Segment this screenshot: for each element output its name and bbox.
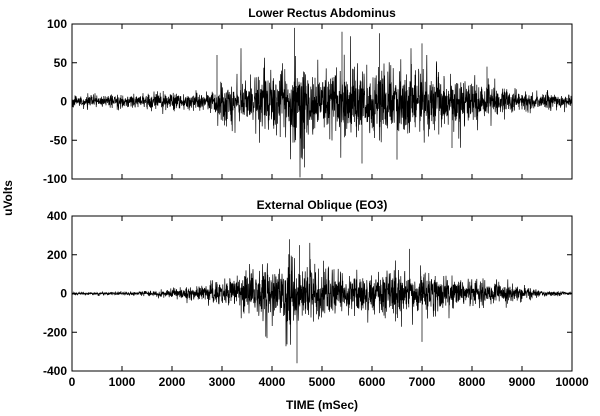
x-tick-label: 9000 [509,375,536,389]
x-tick-label: 6000 [359,375,386,389]
emg-trace-line [71,27,573,178]
x-tick-label: 8000 [459,375,486,389]
y-tick-label: -100 [43,172,67,186]
x-tick-label: 5000 [309,375,336,389]
emg-trace-line [71,239,573,364]
shared-x-axis-label: TIME (mSec) [286,398,358,412]
x-tick-label: 7000 [409,375,436,389]
y-tick-label: -200 [43,325,67,339]
y-tick-label: 0 [60,287,67,301]
y-tick-label: 200 [47,248,67,262]
y-tick-label: 50 [54,56,68,70]
y-tick-label: -400 [43,364,67,378]
x-tick-label: 10000 [555,375,589,389]
panel-title: Lower Rectus Abdominus [248,6,396,20]
x-tick-label: 3000 [209,375,236,389]
panel-title: External Oblique (EO3) [257,198,388,212]
y-tick-label: 0 [60,95,67,109]
x-tick-label: 2000 [159,375,186,389]
shared-y-axis-label: uVolts [1,180,15,216]
x-tick-label: 0 [69,375,76,389]
y-tick-label: -50 [50,133,68,147]
x-tick-label: 1000 [109,375,136,389]
y-tick-label: 100 [47,17,67,31]
lower-rectus-abdominus-panel: Lower Rectus Abdominus -100 -50 0 50 100 [43,6,573,186]
x-tick-label: 4000 [259,375,286,389]
y-tick-label: 400 [47,209,67,223]
